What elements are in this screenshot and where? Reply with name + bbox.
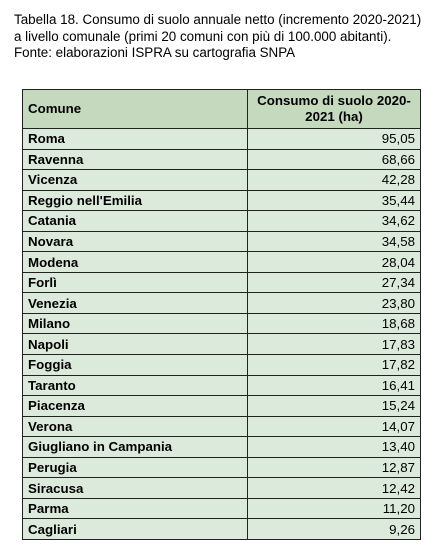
consumo-cell: 34,58 <box>247 230 421 253</box>
table-row: Napoli 17,83 <box>22 333 421 356</box>
consumo-cell: 27,34 <box>247 271 421 294</box>
caption-line-source: Fonte: elaborazioni ISPRA su cartografia… <box>14 45 296 60</box>
consumo-cell: 42,28 <box>247 169 421 191</box>
consumo-cell: 12,42 <box>247 477 421 499</box>
table-row: Ravenna 68,66 <box>22 148 421 171</box>
consumo-cell: 14,07 <box>247 415 421 438</box>
consumo-cell: 68,66 <box>247 148 421 171</box>
soil-consumption-table: Comune Consumo di suolo 2020-2021 (ha) R… <box>22 89 421 540</box>
table-row: Milano 18,68 <box>22 312 421 335</box>
consumo-cell: 35,44 <box>247 189 421 212</box>
table-row: Siracusa 12,42 <box>22 477 421 499</box>
consumo-cell: 12,87 <box>247 456 421 479</box>
caption-line-scope: a livello comunale (primi 20 comuni con … <box>14 28 392 44</box>
comune-cell: Parma <box>22 497 248 520</box>
table-caption: Tabella 18. Consumo di suolo annuale net… <box>14 12 439 62</box>
consumo-cell: 9,26 <box>247 518 421 540</box>
consumo-cell: 28,04 <box>247 251 421 273</box>
table-row: Novara 34,58 <box>22 230 421 253</box>
table-row: Catania 34,62 <box>22 210 421 232</box>
table-header-row: Comune Consumo di suolo 2020-2021 (ha) <box>22 89 421 129</box>
comune-cell: Vicenza <box>22 169 248 191</box>
column-header-comune: Comune <box>22 89 248 129</box>
consumo-cell: 34,62 <box>247 210 421 232</box>
comune-cell: Novara <box>22 230 248 253</box>
comune-cell: Catania <box>22 210 248 232</box>
table-row: Foggia 17,82 <box>22 354 421 376</box>
consumo-cell: 17,83 <box>247 333 421 356</box>
consumo-cell: 13,40 <box>247 436 421 458</box>
comune-cell: Verona <box>22 415 248 438</box>
table-row: Taranto 16,41 <box>22 374 421 397</box>
table-row: Giugliano in Campania 13,40 <box>22 436 421 458</box>
consumo-cell: 17,82 <box>247 354 421 376</box>
comune-cell: Modena <box>22 251 248 273</box>
comune-cell: Foggia <box>22 354 248 376</box>
comune-cell: Roma <box>22 128 248 150</box>
consumo-cell: 23,80 <box>247 292 421 314</box>
comune-cell: Perugia <box>22 456 248 479</box>
comune-cell: Giugliano in Campania <box>22 436 248 458</box>
comune-cell: Reggio nell'Emilia <box>22 189 248 212</box>
comune-cell: Forlì <box>22 271 248 294</box>
table-row: Roma 95,05 <box>22 128 421 150</box>
table-row: Piacenza 15,24 <box>22 395 421 417</box>
consumo-cell: 95,05 <box>247 128 421 150</box>
comune-cell: Cagliari <box>22 518 248 540</box>
comune-cell: Venezia <box>22 292 248 314</box>
comune-cell: Napoli <box>22 333 248 356</box>
table-row: Forlì 27,34 <box>22 271 421 294</box>
comune-cell: Ravenna <box>22 148 248 171</box>
table-row: Modena 28,04 <box>22 251 421 273</box>
table-row: Cagliari 9,26 <box>22 518 421 540</box>
comune-cell: Siracusa <box>22 477 248 499</box>
consumo-cell: 16,41 <box>247 374 421 397</box>
table-row: Vicenza 42,28 <box>22 169 421 191</box>
column-header-consumo: Consumo di suolo 2020-2021 (ha) <box>247 89 421 129</box>
consumo-cell: 15,24 <box>247 395 421 417</box>
consumo-cell: 11,20 <box>247 497 421 520</box>
table-row: Venezia 23,80 <box>22 292 421 314</box>
comune-cell: Taranto <box>22 374 248 397</box>
table-row: Verona 14,07 <box>22 415 421 438</box>
table-row: Reggio nell'Emilia 35,44 <box>22 189 421 212</box>
table-row: Perugia 12,87 <box>22 456 421 479</box>
table-row: Parma 11,20 <box>22 497 421 520</box>
consumo-cell: 18,68 <box>247 312 421 335</box>
comune-cell: Milano <box>22 312 248 335</box>
caption-line-title: Tabella 18. Consumo di suolo annuale net… <box>14 12 422 27</box>
table-body: Roma 95,05 Ravenna 68,66 Vicenza 42,28 Reggio … <box>22 128 421 540</box>
comune-cell: Piacenza <box>22 395 248 417</box>
